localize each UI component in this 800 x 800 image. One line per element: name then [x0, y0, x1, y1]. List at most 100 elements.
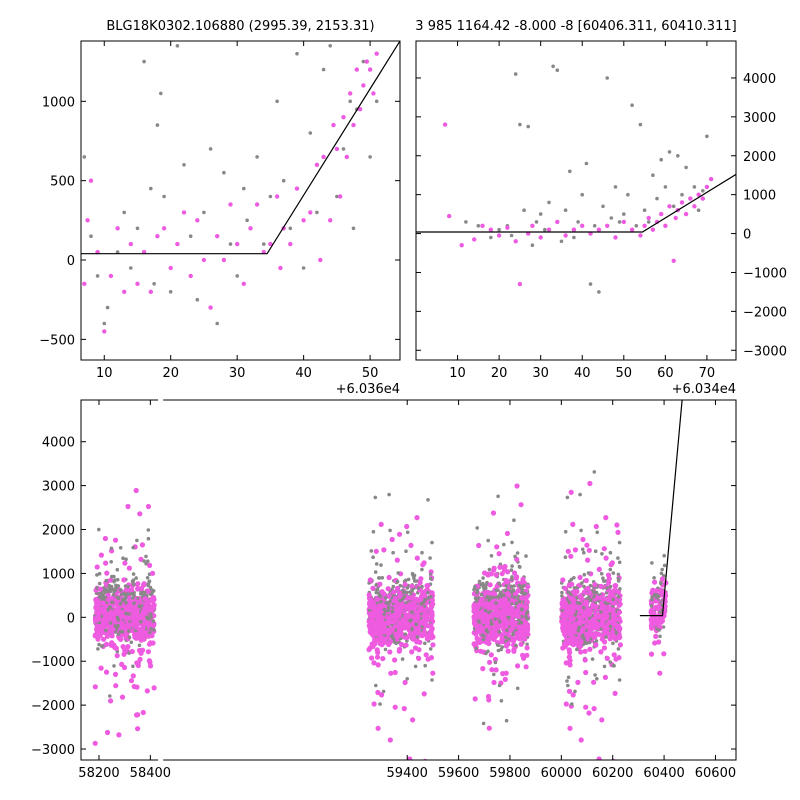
gray-data-point: [135, 226, 140, 231]
magenta-data-point: [575, 679, 581, 686]
magenta-data-point: [98, 665, 104, 671]
gray-data-point: [498, 620, 502, 624]
magenta-data-point: [571, 227, 577, 232]
gray-data-point: [142, 59, 146, 64]
gray-data-point: [108, 586, 112, 590]
magenta-data-point: [103, 560, 109, 566]
magenta-data-point: [142, 603, 148, 609]
gray-data-point: [428, 556, 432, 560]
gray-data-point: [590, 657, 595, 661]
magenta-data-point: [419, 633, 425, 639]
magenta-data-point: [590, 617, 596, 623]
gray-data-point: [684, 165, 688, 170]
y-tick-label: 500: [50, 175, 75, 190]
gray-data-point: [361, 59, 366, 64]
magenta-data-point: [147, 562, 153, 569]
gray-data-point: [131, 572, 136, 576]
magenta-data-point: [567, 725, 573, 731]
gray-data-point: [650, 561, 654, 565]
gray-data-point: [576, 220, 580, 224]
magenta-data-point: [585, 585, 591, 592]
magenta-data-point: [405, 595, 411, 601]
gray-data-point: [481, 721, 486, 726]
magenta-data-point: [402, 582, 408, 588]
gray-data-point: [509, 233, 514, 238]
magenta-data-point: [400, 617, 406, 623]
magenta-data-point: [653, 588, 660, 594]
magenta-data-point: [679, 200, 685, 205]
gray-data-point: [567, 600, 572, 605]
magenta-data-point: [505, 641, 511, 647]
plot-area: [81, 41, 400, 334]
gray-data-point: [423, 641, 427, 646]
y-tick-label: 4000: [42, 436, 75, 451]
gray-data-point: [97, 591, 101, 596]
magenta-data-point: [410, 717, 416, 723]
gray-data-point: [504, 718, 509, 723]
gray-data-point: [592, 470, 597, 474]
magenta-data-point: [418, 596, 424, 602]
x-tick-label: 30: [229, 366, 246, 381]
gray-data-point: [593, 673, 597, 677]
magenta-data-point: [109, 595, 115, 601]
magenta-data-point: [108, 642, 114, 648]
magenta-data-point: [587, 623, 593, 629]
gray-data-point: [89, 234, 93, 238]
magenta-data-point: [518, 502, 524, 508]
gray-data-point: [420, 567, 424, 572]
gray-data-point: [524, 554, 528, 558]
magenta-data-point: [599, 605, 605, 611]
y-tick-label: 0: [743, 228, 751, 243]
magenta-data-point: [576, 609, 583, 615]
model-line: [416, 173, 736, 233]
magenta-data-point: [113, 645, 119, 651]
gray-data-point: [126, 584, 130, 589]
gray-data-point: [129, 266, 133, 270]
magenta-data-point: [607, 597, 613, 603]
magenta-data-point: [583, 704, 589, 710]
magenta-data-point: [344, 154, 349, 160]
magenta-data-point: [409, 649, 415, 655]
magenta-data-point: [134, 712, 140, 718]
magenta-data-point: [135, 281, 140, 286]
gray-data-point: [517, 583, 522, 588]
magenta-data-point: [563, 233, 568, 238]
gray-data-point: [565, 495, 570, 500]
magenta-data-point: [140, 709, 146, 716]
magenta-data-point: [374, 625, 380, 632]
y-tick-label: −3000: [31, 743, 75, 758]
y-tick-label: −1000: [31, 655, 75, 670]
gray-data-point: [144, 554, 148, 559]
gray-data-point: [494, 601, 498, 605]
gray-data-point: [513, 72, 518, 76]
gray-data-point: [405, 586, 410, 590]
magenta-data-point: [88, 178, 94, 183]
magenta-data-point: [656, 639, 662, 645]
magenta-data-point: [591, 706, 597, 712]
gray-data-point: [483, 608, 488, 613]
gray-data-point: [100, 644, 104, 648]
magenta-data-point: [604, 613, 610, 619]
magenta-data-point: [116, 732, 122, 738]
gray-data-point: [626, 192, 630, 197]
magenta-data-point: [404, 523, 410, 530]
gray-data-point: [510, 564, 514, 568]
gray-data-point: [572, 235, 576, 240]
gray-data-point: [129, 640, 134, 645]
gray-data-point: [129, 592, 134, 596]
magenta-data-point: [423, 652, 429, 658]
magenta-data-point: [397, 623, 403, 629]
gray-data-point: [611, 663, 616, 668]
gray-data-point: [413, 664, 418, 669]
magenta-data-point: [108, 577, 114, 583]
gray-data-point: [374, 683, 378, 688]
gray-data-point: [563, 208, 568, 212]
gray-data-point: [97, 581, 102, 586]
magenta-data-point: [382, 620, 388, 627]
gray-data-point: [145, 576, 150, 580]
magenta-data-point: [515, 663, 521, 669]
magenta-data-point: [374, 654, 381, 660]
magenta-data-point: [523, 625, 529, 631]
magenta-data-point: [559, 618, 565, 625]
gray-data-point: [374, 583, 379, 587]
